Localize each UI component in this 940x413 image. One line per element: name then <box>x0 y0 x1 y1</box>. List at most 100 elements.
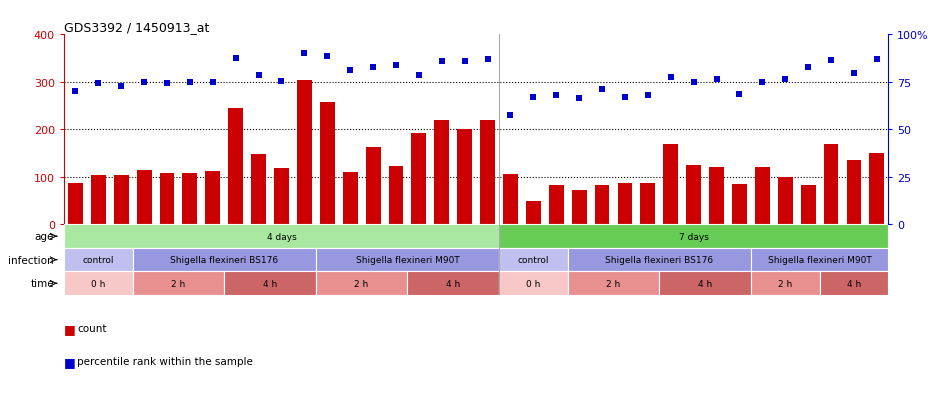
Point <box>503 112 518 119</box>
Point <box>549 93 564 99</box>
Bar <box>136 170 151 225</box>
Text: Shigella flexineri BS176: Shigella flexineri BS176 <box>605 256 713 265</box>
Bar <box>820 272 888 295</box>
Point <box>594 86 609 93</box>
Text: GDS3392 / 1450913_at: GDS3392 / 1450913_at <box>64 21 210 34</box>
Text: percentile rank within the sample: percentile rank within the sample <box>77 356 253 366</box>
Bar <box>847 161 861 225</box>
Bar <box>434 121 449 225</box>
Point <box>91 80 106 87</box>
Bar <box>755 168 770 225</box>
Bar <box>274 169 289 225</box>
Bar <box>664 144 678 225</box>
Point <box>228 55 243 62</box>
Text: ■: ■ <box>64 355 75 368</box>
Point <box>160 80 175 87</box>
Bar <box>316 248 499 272</box>
Text: control: control <box>518 256 549 265</box>
Bar <box>568 248 751 272</box>
Bar <box>801 186 816 225</box>
Point <box>846 71 861 77</box>
Bar <box>64 248 133 272</box>
Bar <box>659 272 751 295</box>
Bar <box>407 272 499 295</box>
Text: Shigella flexineri M90T: Shigella flexineri M90T <box>355 256 460 265</box>
Point <box>618 95 633 101</box>
Bar <box>503 175 518 225</box>
Bar <box>640 183 655 225</box>
Point <box>251 72 266 79</box>
Bar <box>251 155 266 225</box>
Bar <box>297 81 312 225</box>
Text: 0 h: 0 h <box>91 279 105 288</box>
Bar <box>549 186 564 225</box>
Bar <box>709 168 724 225</box>
Bar <box>568 272 659 295</box>
Bar <box>205 172 220 225</box>
Bar <box>751 248 888 272</box>
Bar <box>732 185 747 225</box>
Point <box>182 79 197 86</box>
Bar <box>64 225 499 248</box>
Text: 4 h: 4 h <box>263 279 277 288</box>
Text: 2 h: 2 h <box>171 279 185 288</box>
Bar <box>870 154 885 225</box>
Bar <box>412 134 427 225</box>
Bar <box>457 130 472 225</box>
Point <box>343 67 358 74</box>
Text: 4 h: 4 h <box>847 279 861 288</box>
Text: age: age <box>35 232 54 242</box>
Point <box>457 59 472 65</box>
Bar <box>618 183 633 225</box>
Bar <box>228 109 243 225</box>
Text: Shigella flexineri M90T: Shigella flexineri M90T <box>768 256 871 265</box>
Bar <box>91 176 105 225</box>
Point <box>412 72 427 79</box>
Bar <box>68 183 83 225</box>
Text: count: count <box>77 323 106 333</box>
Bar <box>225 272 316 295</box>
Bar <box>480 121 495 225</box>
Bar <box>499 248 568 272</box>
Bar <box>823 144 838 225</box>
Bar <box>133 248 316 272</box>
Bar <box>686 166 701 225</box>
Bar <box>182 173 197 225</box>
Point <box>388 63 403 69</box>
Point <box>777 77 792 83</box>
Text: 2 h: 2 h <box>778 279 792 288</box>
Bar <box>572 191 587 225</box>
Bar <box>499 272 568 295</box>
Point <box>709 77 724 83</box>
Point <box>525 95 540 101</box>
Text: 2 h: 2 h <box>606 279 620 288</box>
Point <box>686 79 701 86</box>
Point <box>480 57 495 64</box>
Point <box>823 58 838 64</box>
Text: 4 h: 4 h <box>446 279 461 288</box>
Point <box>640 93 655 99</box>
Bar <box>388 166 403 225</box>
Bar <box>160 173 175 225</box>
Bar <box>64 272 133 295</box>
Bar <box>366 147 381 225</box>
Text: 4 h: 4 h <box>698 279 713 288</box>
Bar <box>343 173 357 225</box>
Text: 0 h: 0 h <box>526 279 540 288</box>
Point <box>274 78 289 85</box>
Bar <box>525 201 540 225</box>
Bar <box>133 272 225 295</box>
Bar <box>499 225 888 248</box>
Text: 4 days: 4 days <box>267 232 296 241</box>
Point <box>434 59 449 65</box>
Point <box>114 83 129 90</box>
Text: ■: ■ <box>64 322 75 335</box>
Bar <box>777 178 792 225</box>
Point <box>68 89 83 95</box>
Point <box>801 65 816 71</box>
Text: 7 days: 7 days <box>679 232 709 241</box>
Point <box>297 51 312 57</box>
Text: Shigella flexineri BS176: Shigella flexineri BS176 <box>170 256 278 265</box>
Bar <box>320 103 335 225</box>
Text: infection: infection <box>8 255 54 265</box>
